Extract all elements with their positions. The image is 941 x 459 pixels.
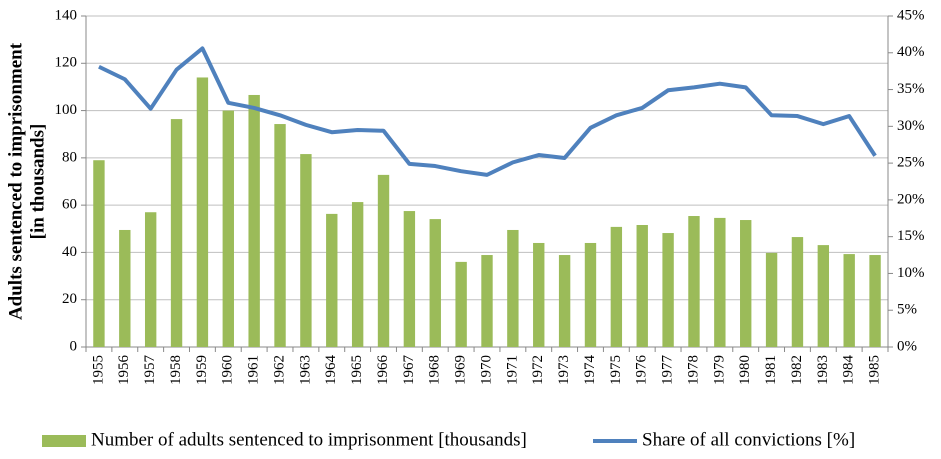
y2-tick-label: 45% — [897, 7, 925, 23]
bar — [740, 220, 752, 347]
bar — [688, 216, 700, 347]
bar — [144, 212, 157, 347]
bar — [248, 94, 260, 348]
y2-tick-label: 10% — [897, 265, 925, 281]
y-tick-label: 40 — [62, 244, 77, 260]
bar — [584, 242, 597, 347]
bar — [119, 229, 131, 347]
x-tick-label: 1978 — [685, 355, 701, 385]
x-tick-label: 1975 — [608, 355, 624, 385]
x-tick-label: 1956 — [116, 355, 132, 386]
x-tick-label: 1961 — [246, 355, 262, 385]
y-tick-label: 100 — [55, 102, 78, 118]
y2-tick-label: 0% — [897, 338, 917, 354]
y-tick-label: 120 — [55, 55, 78, 71]
bar — [507, 229, 519, 347]
bar — [843, 254, 855, 347]
bar — [274, 124, 286, 348]
bar — [196, 77, 209, 347]
y-tick-label: 60 — [62, 197, 77, 213]
x-tick-label: 1979 — [711, 355, 727, 385]
bar — [869, 255, 881, 347]
x-tick-label: 1970 — [478, 355, 494, 385]
x-tick-label: 1976 — [634, 355, 650, 386]
x-tick-label: 1972 — [530, 355, 546, 385]
bar — [765, 252, 778, 347]
x-tick-label: 1964 — [323, 355, 339, 386]
y2-tick-label: 15% — [897, 228, 925, 244]
y2-tick-label: 30% — [897, 118, 925, 134]
legend-swatch — [42, 435, 86, 447]
bar — [222, 110, 234, 347]
y-axis-label: [in thousands] — [27, 124, 48, 240]
y2-tick-label: 35% — [897, 81, 925, 97]
bar — [662, 233, 674, 347]
y2-tick-label: 40% — [897, 44, 925, 60]
x-tick-label: 1957 — [142, 355, 158, 386]
bar — [481, 255, 493, 347]
x-tick-label: 1971 — [504, 355, 520, 385]
x-tick-label: 1983 — [815, 355, 831, 385]
x-tick-label: 1967 — [401, 355, 417, 386]
legend-label: Number of adults sentenced to imprisonme… — [91, 429, 527, 450]
x-tick-label: 1984 — [841, 355, 857, 386]
line — [98, 46, 877, 177]
y-tick-label: 140 — [55, 7, 78, 23]
bar — [170, 119, 183, 347]
y2-tick-label: 20% — [897, 191, 925, 207]
y2-tick-label: 25% — [897, 155, 925, 171]
y-tick-label: 80 — [62, 149, 77, 165]
x-tick-label: 1959 — [194, 355, 210, 385]
y2-tick-label: 5% — [897, 302, 917, 318]
bar — [300, 154, 312, 347]
bar — [610, 226, 623, 347]
bar — [429, 219, 441, 347]
x-tick-label: 1969 — [453, 355, 469, 385]
x-tick-label: 1985 — [867, 355, 883, 385]
x-tick-label: 1955 — [90, 355, 106, 385]
y-tick-label: 0 — [70, 338, 78, 354]
bar — [558, 255, 571, 347]
y-axis-label: Adults sentenced to imprisonment — [5, 42, 26, 320]
bar — [403, 211, 416, 347]
x-tick-label: 1974 — [582, 355, 598, 386]
x-tick-label: 1973 — [556, 355, 572, 385]
bar — [533, 242, 545, 347]
bar — [636, 225, 648, 347]
x-tick-label: 1980 — [737, 355, 753, 385]
bar — [326, 213, 338, 347]
bar — [817, 245, 830, 347]
bar — [377, 174, 390, 347]
x-tick-label: 1963 — [297, 355, 313, 385]
bar — [351, 202, 364, 347]
x-tick-label: 1960 — [220, 355, 236, 385]
bar — [93, 160, 105, 347]
x-tick-label: 1977 — [660, 355, 676, 386]
bar — [455, 261, 467, 347]
bar — [791, 237, 804, 347]
x-tick-label: 1982 — [789, 355, 805, 385]
x-tick-label: 1966 — [375, 355, 391, 386]
y-tick-label: 20 — [62, 291, 77, 307]
x-tick-label: 1962 — [271, 355, 287, 385]
bar — [714, 217, 726, 347]
x-tick-label: 1968 — [427, 355, 443, 385]
x-tick-label: 1958 — [168, 355, 184, 385]
x-tick-label: 1981 — [763, 355, 779, 385]
legend-label: Share of all convictions [%] — [642, 429, 855, 450]
x-tick-label: 1965 — [349, 355, 365, 385]
